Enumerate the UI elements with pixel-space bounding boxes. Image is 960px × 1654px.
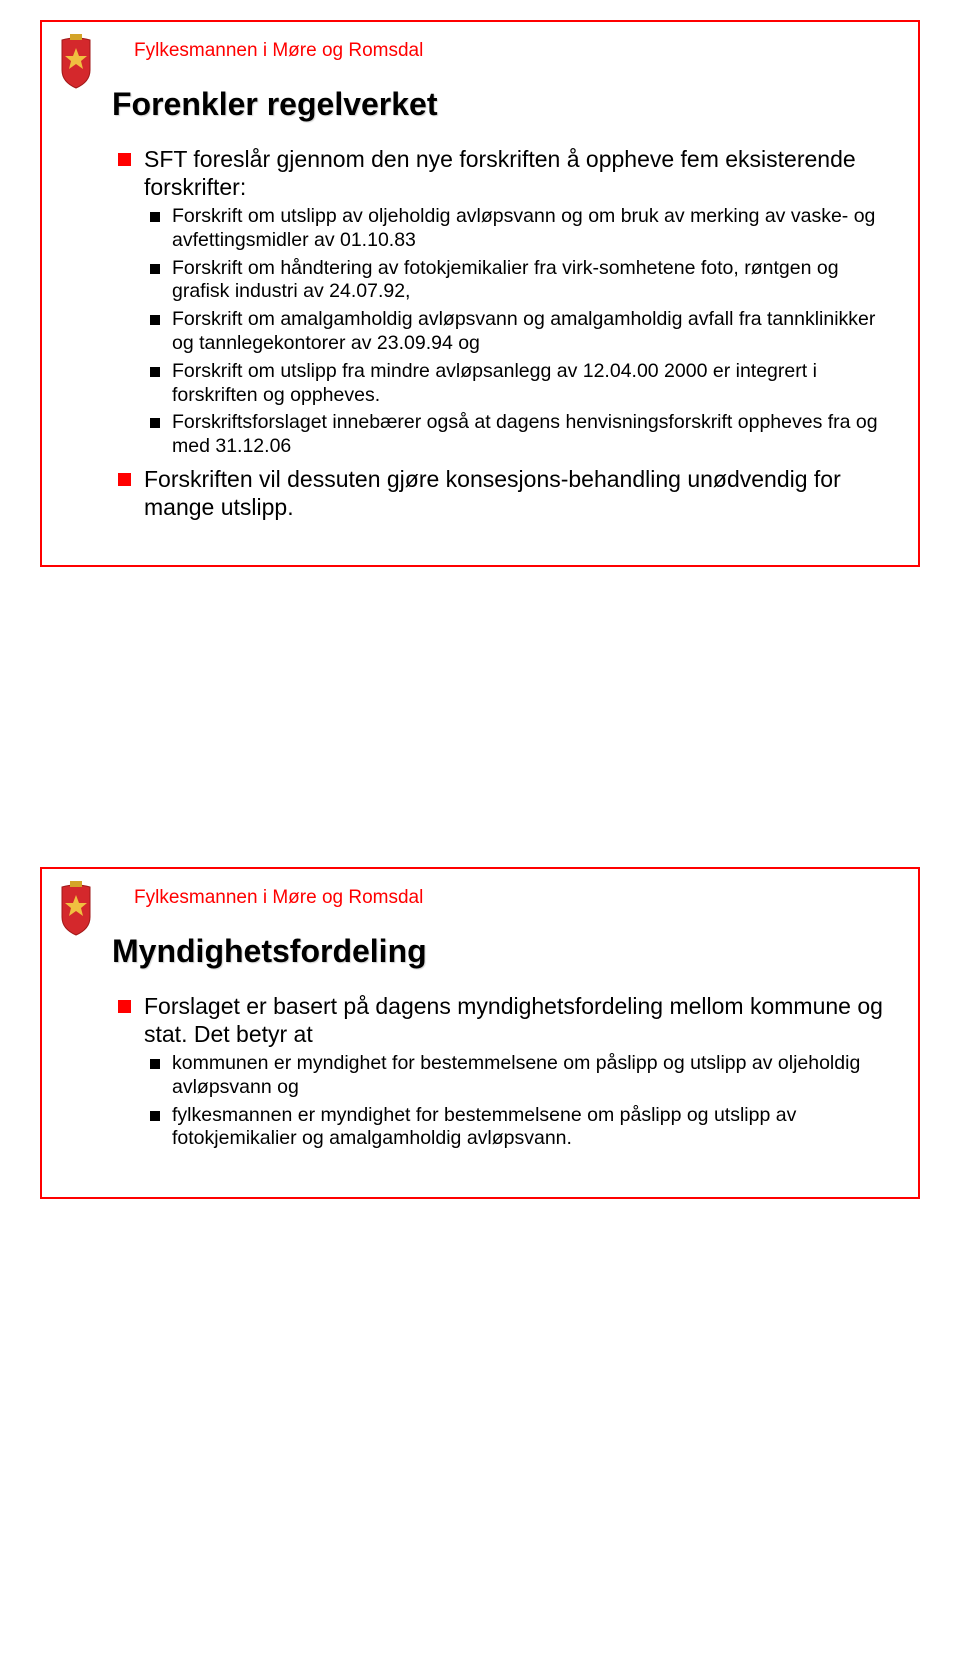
bullet-list: SFT foreslår gjennom den nye forskriften… [116,145,888,521]
sub-list: kommunen er myndighet for bestemmelsene … [148,1052,888,1151]
slide-header: Fylkesmannen i Møre og Romsdal [134,887,888,909]
list-item: Forskriften vil dessuten gjøre konsesjon… [116,465,888,521]
sub-list: Forskrift om utslipp av oljeholdig avløp… [148,205,888,459]
crest-icon [56,34,96,90]
slide-gap [0,627,960,847]
slide-2: Fylkesmannen i Møre og Romsdal Myndighet… [40,867,920,1199]
slide-1: Fylkesmannen i Møre og Romsdal Forenkler… [40,20,920,567]
list-item: SFT foreslår gjennom den nye forskriften… [116,145,888,459]
slide-title: Forenkler regelverket [112,86,888,123]
sub-list-item: Forskrift om amalgamholdig avløpsvann og… [148,308,888,356]
sub-list-item: fylkesmannen er myndighet for bestemmels… [148,1104,888,1152]
sub-list-item: kommunen er myndighet for bestemmelsene … [148,1052,888,1100]
bullet-list: Forslaget er basert på dagens myndighets… [116,992,888,1151]
slide-content: Fylkesmannen i Møre og Romsdal Forenkler… [42,22,918,565]
crest-icon [56,881,96,937]
list-item-text: SFT foreslår gjennom den nye forskriften… [144,146,856,200]
slide-content: Fylkesmannen i Møre og Romsdal Myndighet… [42,869,918,1197]
slide-title: Myndighetsfordeling [112,933,888,970]
sub-list-item: Forskrift om utslipp fra mindre avløpsan… [148,360,888,408]
list-item: Forslaget er basert på dagens myndighets… [116,992,888,1151]
sub-list-item: Forskrift om håndtering av fotokjemikali… [148,257,888,305]
slide-header: Fylkesmannen i Møre og Romsdal [134,40,888,62]
list-item-text: Forslaget er basert på dagens myndighets… [144,993,883,1047]
sub-list-item: Forskrift om utslipp av oljeholdig avløp… [148,205,888,253]
sub-list-item: Forskriftsforslaget innebærer også at da… [148,411,888,459]
